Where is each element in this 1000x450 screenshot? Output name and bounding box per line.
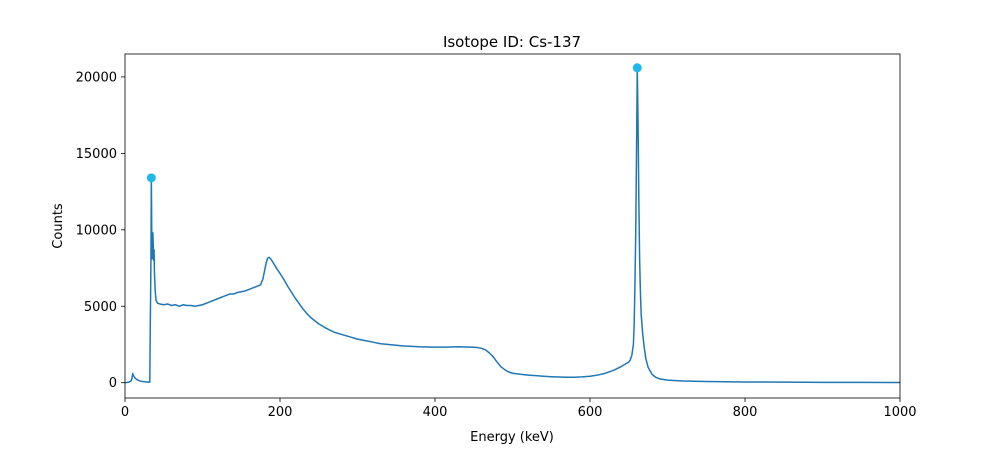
y-tick-label: 10000 [76, 223, 117, 238]
x-tick-label: 0 [121, 405, 129, 420]
x-tick-label: 600 [578, 405, 603, 420]
spectrum-line-0 [124, 67, 901, 384]
chart-title: Isotope ID: Cs-137 [443, 33, 581, 51]
y-tick-label: 0 [109, 376, 117, 391]
x-tick-label: 400 [423, 405, 448, 420]
plot-frame [124, 53, 901, 399]
plot-area [124, 63, 901, 384]
x-tick-label: 200 [268, 405, 293, 420]
y-axis: 0 5000 10000 15000 20000 [76, 70, 125, 391]
peak-marker-1 [632, 63, 642, 73]
y-axis-label: Counts [51, 203, 66, 249]
x-tick-label: 800 [733, 405, 758, 420]
y-tick-label: 5000 [84, 300, 117, 315]
peak-marker-0 [146, 173, 156, 183]
x-tick-label: 1000 [883, 405, 916, 420]
y-tick-label: 20000 [76, 70, 117, 85]
y-tick-label: 15000 [76, 147, 117, 162]
x-axis-label: Energy (keV) [470, 430, 554, 445]
x-axis: 0 200 400 600 800 1000 [121, 398, 917, 420]
